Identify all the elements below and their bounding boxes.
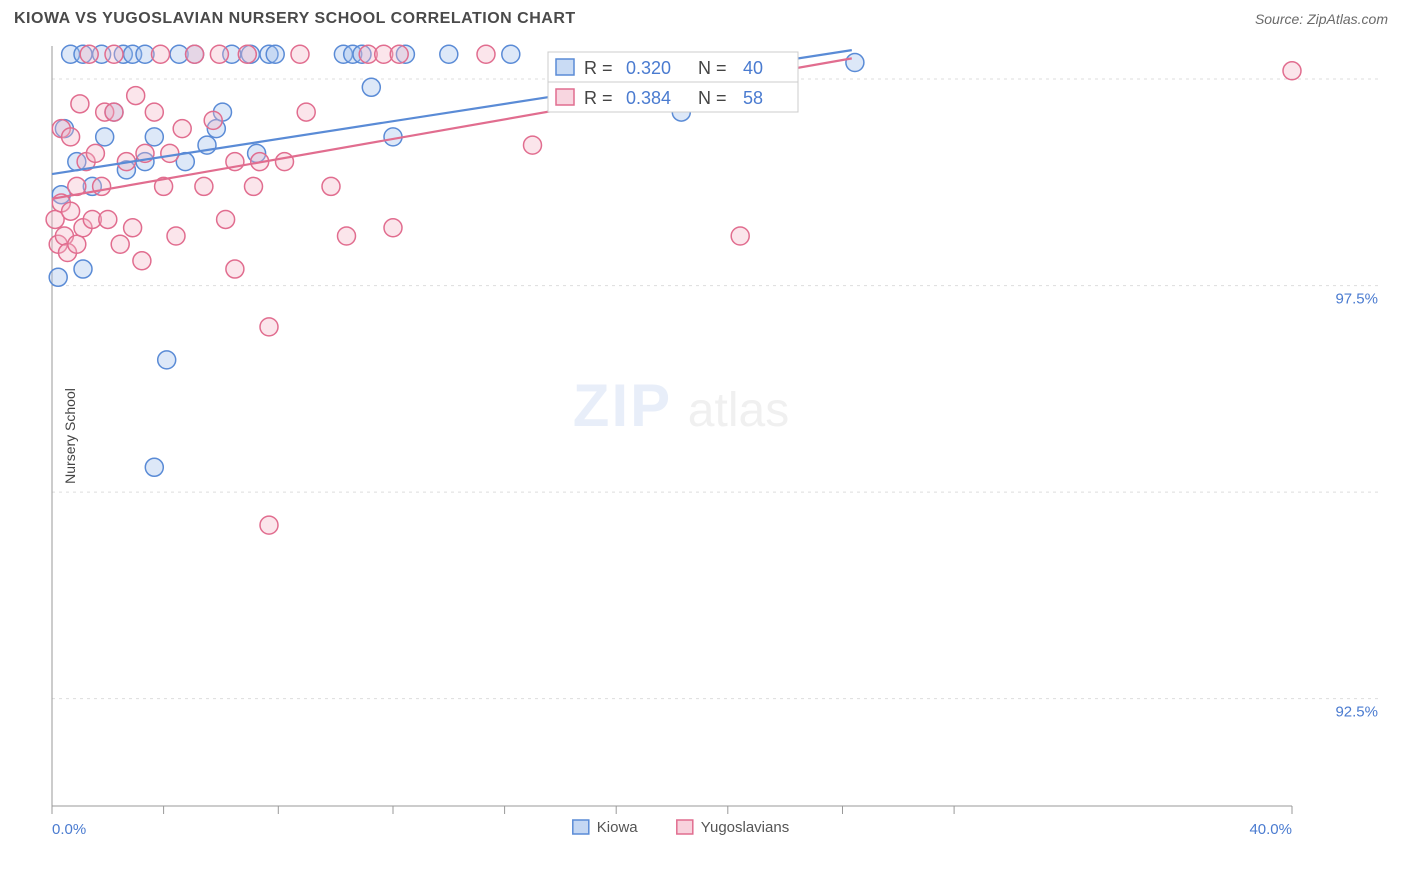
data-point bbox=[71, 95, 89, 113]
data-point bbox=[86, 144, 104, 162]
legend-swatch bbox=[556, 59, 574, 75]
legend-label: Yugoslavians bbox=[701, 819, 789, 836]
data-point bbox=[173, 120, 191, 138]
svg-text:ZIP: ZIP bbox=[573, 372, 672, 439]
data-point bbox=[266, 45, 284, 63]
svg-text:58: 58 bbox=[743, 88, 763, 108]
data-point bbox=[338, 227, 356, 245]
data-point bbox=[362, 78, 380, 96]
data-point bbox=[62, 128, 80, 146]
data-point bbox=[1283, 62, 1301, 80]
data-point bbox=[74, 260, 92, 278]
data-point bbox=[152, 45, 170, 63]
page-title: KIOWA VS YUGOSLAVIAN NURSERY SCHOOL CORR… bbox=[14, 10, 576, 28]
svg-text:40.0%: 40.0% bbox=[1249, 821, 1292, 836]
correlation-chart: 92.5% 97.5% 0.0% 40.0% ZIP atlas R = 0.320 N = 40… bbox=[42, 36, 1386, 836]
data-point bbox=[731, 227, 749, 245]
data-point bbox=[105, 103, 123, 121]
legend-swatch bbox=[556, 89, 574, 105]
data-point bbox=[440, 45, 458, 63]
data-point bbox=[96, 128, 114, 146]
data-point bbox=[524, 136, 542, 154]
svg-text:0.384: 0.384 bbox=[626, 88, 671, 108]
data-point bbox=[186, 45, 204, 63]
data-point bbox=[62, 202, 80, 220]
data-point bbox=[111, 235, 129, 253]
legend-swatch bbox=[677, 820, 693, 834]
data-point bbox=[260, 516, 278, 534]
svg-text:97.5%: 97.5% bbox=[1335, 291, 1378, 308]
y-axis-label: Nursery School bbox=[62, 388, 78, 484]
data-point bbox=[322, 177, 340, 195]
data-point bbox=[477, 45, 495, 63]
data-point bbox=[105, 45, 123, 63]
legend-swatch bbox=[573, 820, 589, 834]
svg-text:N =: N = bbox=[698, 58, 727, 78]
svg-text:92.5%: 92.5% bbox=[1335, 704, 1378, 721]
svg-text:0.320: 0.320 bbox=[626, 58, 671, 78]
legend-label: Kiowa bbox=[597, 819, 639, 836]
data-point bbox=[384, 219, 402, 237]
svg-text:R =: R = bbox=[584, 88, 613, 108]
data-point bbox=[195, 177, 213, 195]
data-point bbox=[260, 318, 278, 336]
svg-text:atlas: atlas bbox=[688, 384, 789, 437]
svg-text:0.0%: 0.0% bbox=[52, 821, 86, 836]
source-label: Source: ZipAtlas.com bbox=[1255, 11, 1388, 27]
svg-text:N =: N = bbox=[698, 88, 727, 108]
data-point bbox=[238, 45, 256, 63]
data-point bbox=[390, 45, 408, 63]
data-point bbox=[145, 103, 163, 121]
data-point bbox=[158, 351, 176, 369]
svg-text:40: 40 bbox=[743, 58, 763, 78]
data-point bbox=[133, 252, 151, 270]
data-point bbox=[502, 45, 520, 63]
data-point bbox=[217, 210, 235, 228]
data-point bbox=[291, 45, 309, 63]
data-point bbox=[49, 268, 67, 286]
data-point bbox=[99, 210, 117, 228]
data-point bbox=[124, 219, 142, 237]
data-point bbox=[161, 144, 179, 162]
data-point bbox=[127, 87, 145, 105]
data-point bbox=[210, 45, 228, 63]
data-point bbox=[167, 227, 185, 245]
data-point bbox=[226, 260, 244, 278]
data-point bbox=[145, 128, 163, 146]
data-point bbox=[93, 177, 111, 195]
data-point bbox=[145, 458, 163, 476]
data-point bbox=[68, 235, 86, 253]
svg-text:R =: R = bbox=[584, 58, 613, 78]
data-point bbox=[204, 111, 222, 129]
data-point bbox=[245, 177, 263, 195]
data-point bbox=[80, 45, 98, 63]
data-point bbox=[846, 54, 864, 72]
data-point bbox=[276, 153, 294, 171]
data-point bbox=[297, 103, 315, 121]
